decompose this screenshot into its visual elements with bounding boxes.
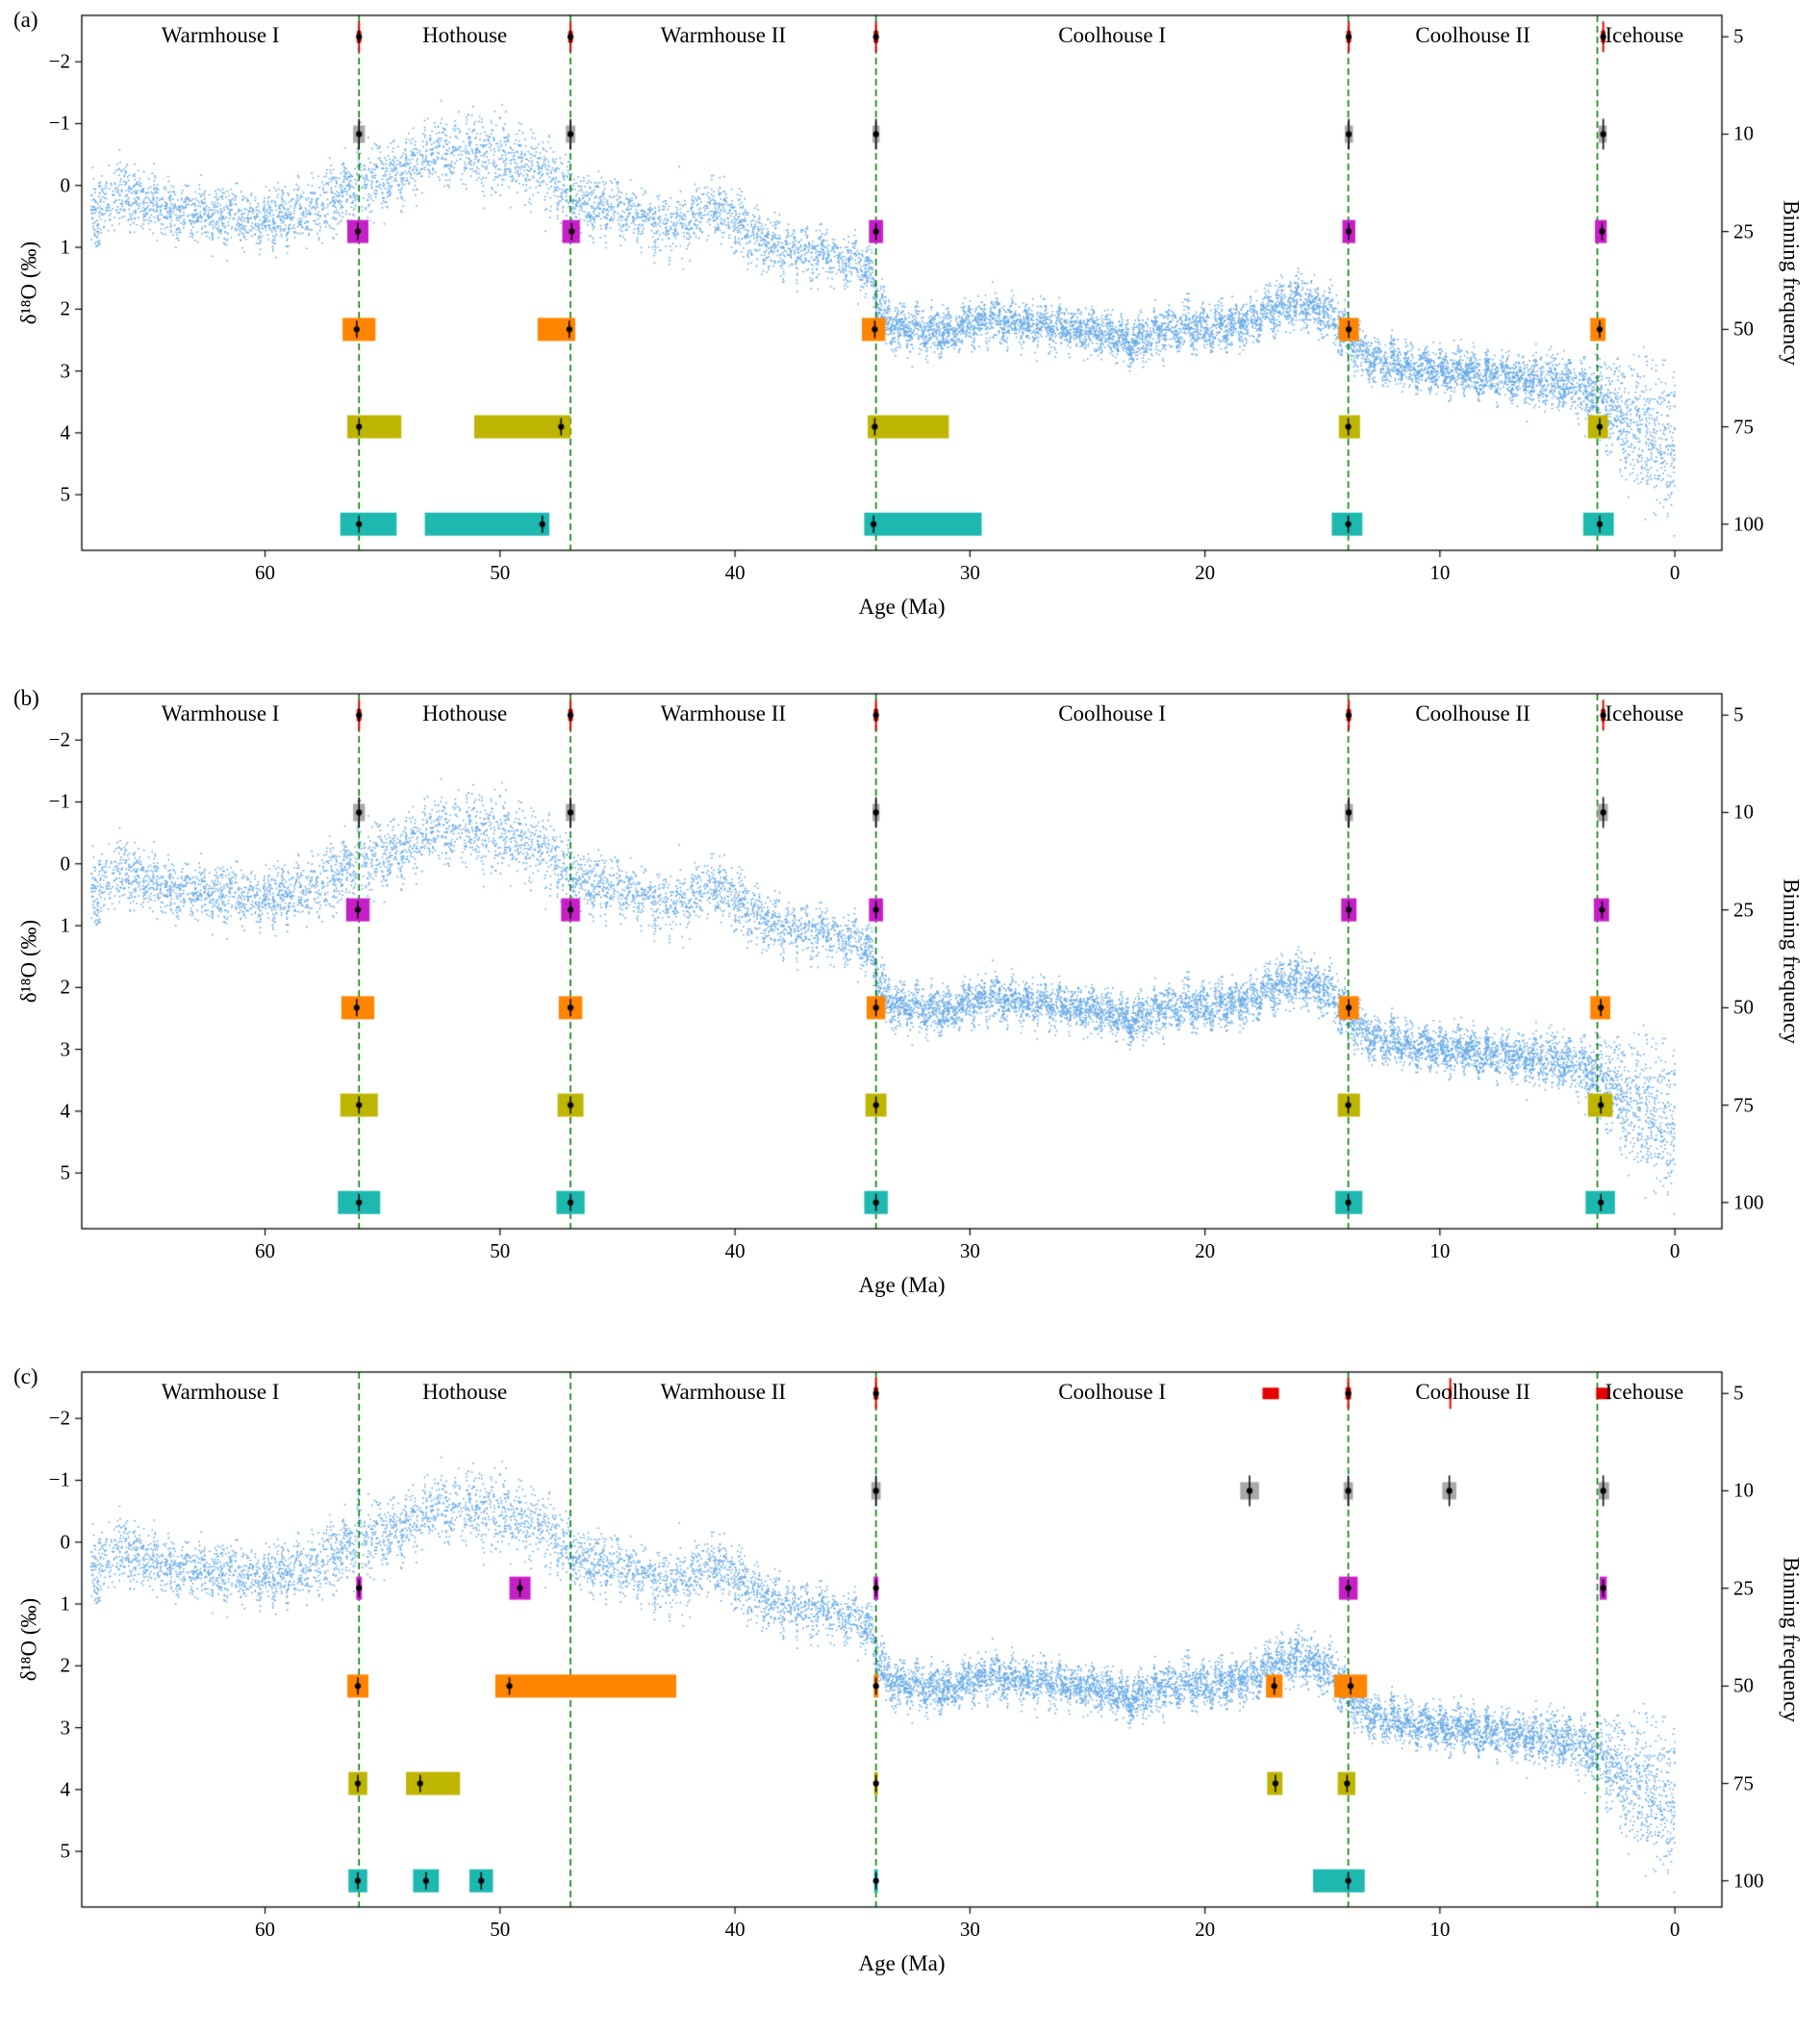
- panel-b: (b) Warmhouse I Hothouse Warmhouse II Coolho…: [0, 678, 1820, 1357]
- chart-canvas-c: [0, 1357, 1820, 2035]
- chart-canvas-b: [0, 678, 1820, 1357]
- panel-c: (c) Warmhouse I Hothouse Warmhouse II Coolho…: [0, 1357, 1820, 2035]
- panel-a: (a) Warmhouse I Hothouse Warmhouse II Coolho…: [0, 0, 1820, 678]
- chart-canvas-a: [0, 0, 1820, 678]
